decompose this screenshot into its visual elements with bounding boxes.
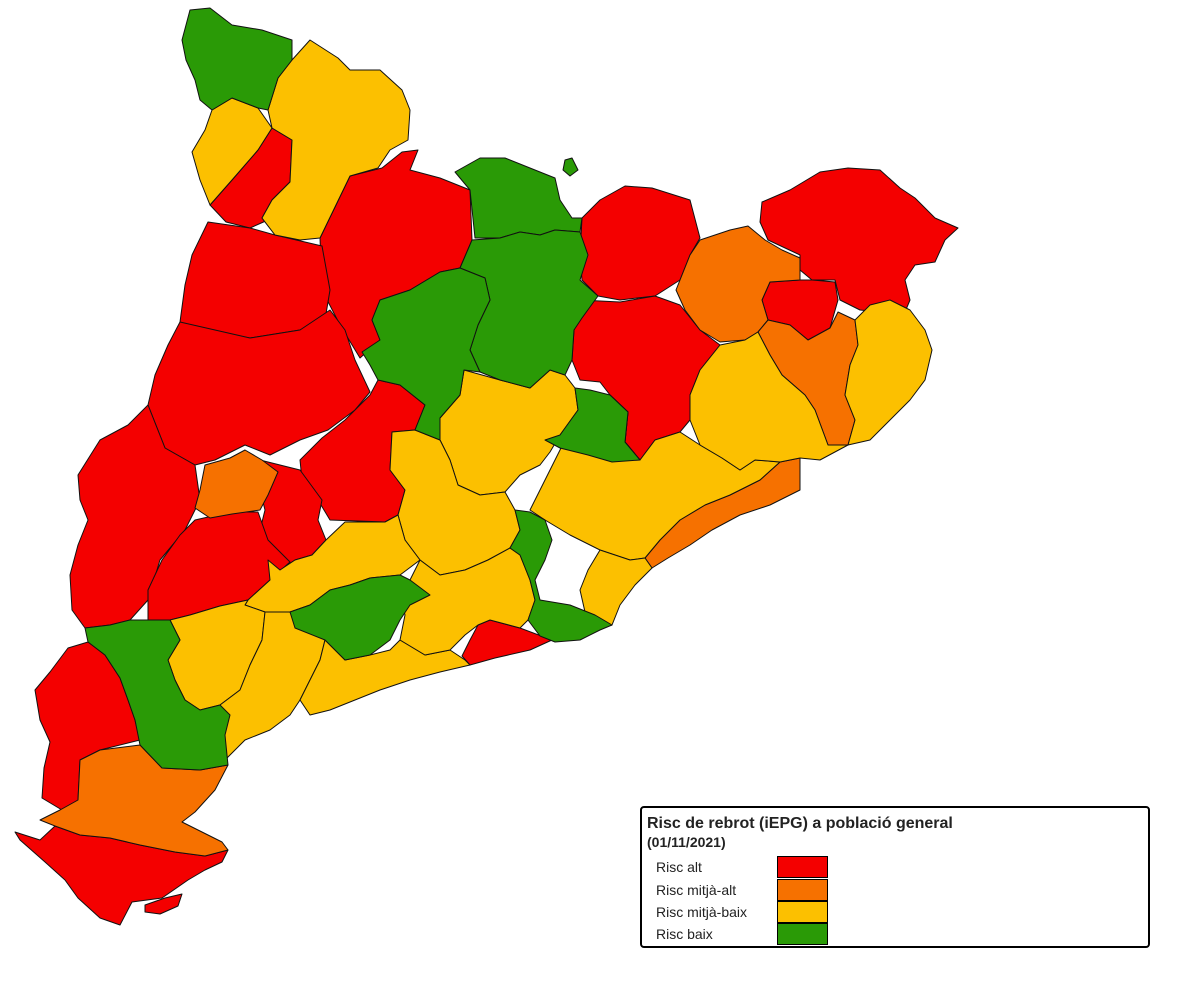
legend-label: Risc baix (656, 926, 713, 942)
region-mitja-alt-garrotxa[interactable] (675, 225, 801, 343)
legend-label: Risc mitjà-alt (656, 882, 737, 898)
region-mitja-baix-alta-ribagorca[interactable] (261, 39, 411, 241)
region-mitja-baix-selva[interactable] (689, 331, 849, 471)
regions-risc-baix (84, 7, 641, 771)
regions-risc-mitja-alt (39, 225, 859, 857)
region-baix-ribera-ebre[interactable] (84, 619, 231, 771)
region-baix-cerdanya[interactable] (454, 157, 583, 239)
legend-label: Risc alt (656, 859, 702, 875)
region-mitja-baix-vallcentral[interactable] (579, 549, 653, 629)
region-baix-moianes[interactable] (544, 387, 641, 463)
legend-label: Risc mitjà-baix (656, 904, 748, 920)
regions-risc-alt (14, 127, 959, 926)
legend-swatch-red (777, 856, 828, 878)
region-baix-val-d-aran[interactable] (181, 7, 293, 111)
legend-swatch-yellow (777, 901, 828, 923)
region-mitja-baix-alt-penedes[interactable] (399, 547, 536, 656)
region-mitja-baix-tarragones[interactable] (299, 639, 471, 716)
region-mitja-alt-pla-urgell[interactable] (194, 449, 279, 519)
regions-risc-mitja-baix (167, 39, 933, 766)
region-baix-cerdanya-enclave[interactable] (562, 157, 579, 177)
region-baix-alt-camp[interactable] (289, 574, 431, 661)
region-baix-solsones[interactable] (361, 267, 491, 441)
region-mitja-baix-baix-emporda[interactable] (844, 299, 933, 446)
region-alt-delta-tip[interactable] (144, 893, 183, 915)
legend-title: Risc de rebrot (iEPG) a població general (647, 815, 953, 832)
legend-swatch-orange (777, 879, 828, 901)
map-legend: Risc de rebrot (iEPG) a població general… (640, 806, 1150, 948)
legend-date: (01/11/2021) (647, 834, 726, 850)
legend-swatch-green (777, 923, 828, 945)
region-baix-vallesoccidental[interactable] (509, 509, 613, 643)
